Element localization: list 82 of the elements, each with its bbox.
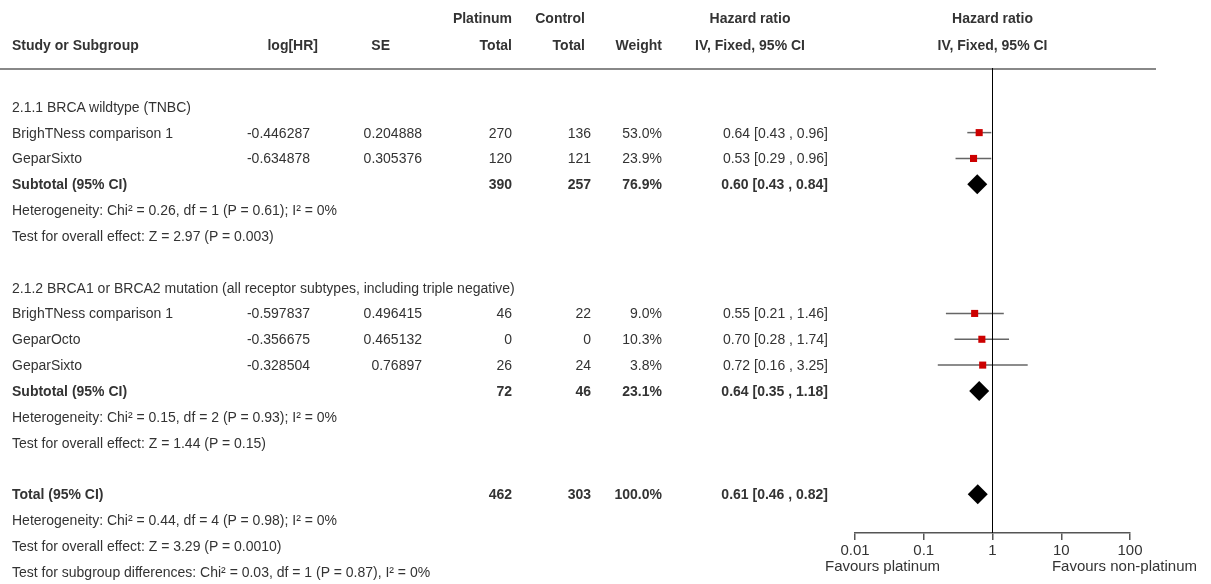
point <box>967 174 988 195</box>
x-tick-label: 1 <box>988 541 997 559</box>
category-label: Subtotal (95% CI) <box>12 176 128 193</box>
text: 24 <box>575 357 591 374</box>
text: 0 <box>504 331 512 348</box>
text: 10.3% <box>622 331 662 348</box>
point <box>975 129 983 137</box>
text: 0.76897 <box>371 357 422 374</box>
text: 270 <box>488 124 512 141</box>
category-label: 2.1.2 BRCA1 or BRCA2 mutation (all receptor subtypes, including triple negative) <box>12 279 515 296</box>
text: 0.465132 <box>363 331 422 348</box>
category-label: Heterogeneity: Chi² = 0.44, df = 4 (P = 0.98); I² = 0% <box>12 512 338 529</box>
text: 0.55 [0.21 , 1.46] <box>722 305 828 322</box>
text: 23.9% <box>622 150 662 167</box>
text: 72 <box>496 382 512 399</box>
text: 0.204888 <box>363 124 422 141</box>
category-label: GeparSixto <box>12 150 83 167</box>
category-label: Hazard ratio IV, Fixed, 95% CI <box>695 10 805 53</box>
text: 136 <box>567 124 591 141</box>
category-label: Test for overall effect: Z = 2.97 (P = 0.003) <box>12 227 274 244</box>
category-label: Study or Subgroup <box>12 37 139 53</box>
text: 76.9% <box>622 176 662 193</box>
text: 3.8% <box>630 357 662 374</box>
category-label: BrighTNess comparison 1 <box>12 124 174 141</box>
category-label: GeparOcto <box>12 331 81 348</box>
chart-title: Hazard ratio IV, Fixed, 95% CI <box>937 10 1048 54</box>
category-label: Weight <box>615 37 662 53</box>
text: 257 <box>567 176 591 193</box>
category-label: GeparSixto <box>12 357 83 374</box>
point <box>970 154 978 162</box>
category-label: SE <box>371 37 390 53</box>
category-label: 2.1.1 BRCA wildtype (TNBC) <box>12 98 191 115</box>
text: 0.72 [0.16 , 3.25] <box>722 357 828 374</box>
category-label: Test for subgroup differences: Chi² = 0.03, df = 1 (P = 0.87), I² = 0% <box>12 563 431 580</box>
x-tick-label: 100 <box>1117 541 1143 559</box>
text: -0.446287 <box>246 124 310 141</box>
text: 462 <box>488 486 512 503</box>
text: Favours non-platinum <box>1051 557 1197 575</box>
text: 0 <box>583 331 591 348</box>
text: 303 <box>567 486 591 503</box>
point <box>967 484 988 505</box>
x-tick-label: 10 <box>1052 541 1070 559</box>
text: 0.496415 <box>363 305 422 322</box>
text: 0.64 [0.43 , 0.96] <box>722 124 828 141</box>
text: 0.61 [0.46 , 0.82] <box>721 486 828 503</box>
point <box>979 361 987 369</box>
text: 26 <box>496 357 512 374</box>
category-label: Test for overall effect: Z = 3.29 (P = 0.0010) <box>12 537 282 554</box>
text: -0.356675 <box>246 331 310 348</box>
text: -0.597837 <box>246 305 310 322</box>
text: -0.634878 <box>246 150 310 167</box>
text: 0.305376 <box>363 150 422 167</box>
category-label: Control Total <box>535 10 585 53</box>
text: Favours platinum <box>825 557 941 575</box>
point <box>978 335 986 343</box>
x-tick-label: 0.1 <box>913 541 935 559</box>
text: 0.70 [0.28 , 1.74] <box>722 331 828 348</box>
point <box>969 380 990 401</box>
category-label: Heterogeneity: Chi² = 0.26, df = 1 (P = 0.61); I² = 0% <box>12 202 338 219</box>
point <box>971 309 979 317</box>
text: 0.53 [0.29 , 0.96] <box>722 150 828 167</box>
x-tick-label: 0.01 <box>840 541 870 559</box>
text: 390 <box>488 176 512 193</box>
text: 0.60 [0.43 , 0.84] <box>721 176 828 193</box>
text: 23.1% <box>622 382 662 399</box>
category-label: Subtotal (95% CI) <box>12 382 128 399</box>
text: 121 <box>567 150 591 167</box>
text: -0.328504 <box>246 357 310 374</box>
text: 9.0% <box>630 305 662 322</box>
category-label: log[HR] <box>267 37 318 53</box>
category-label: Total (95% CI) <box>12 486 104 503</box>
text: 46 <box>575 382 591 399</box>
text: 46 <box>496 305 512 322</box>
text: 0.64 [0.35 , 1.18] <box>721 382 828 399</box>
category-label: BrighTNess comparison 1 <box>12 305 174 322</box>
text: 100.0% <box>614 486 662 503</box>
text: 120 <box>488 150 512 167</box>
category-label: Platinum Total <box>452 10 512 53</box>
text: 53.0% <box>622 124 662 141</box>
category-label: Heterogeneity: Chi² = 0.15, df = 2 (P = 0.93); I² = 0% <box>12 408 338 425</box>
category-label: Test for overall effect: Z = 1.44 (P = 0.15) <box>12 434 266 451</box>
text: 22 <box>575 305 591 322</box>
